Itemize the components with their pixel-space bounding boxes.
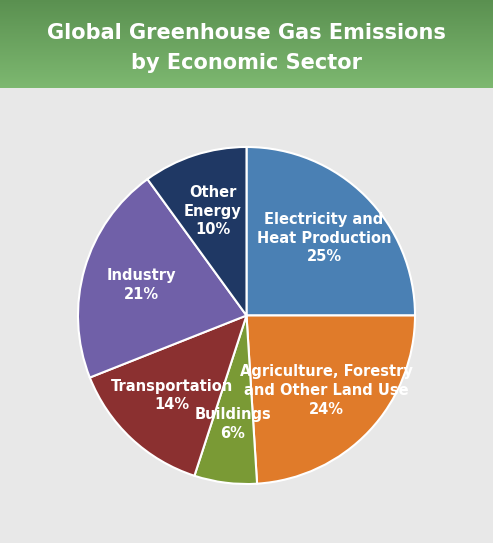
Text: Global Greenhouse Gas Emissions: Global Greenhouse Gas Emissions: [47, 23, 446, 43]
Bar: [0, 74, 493, 75]
Bar: [0, 72, 493, 73]
Bar: [0, 43, 493, 44]
Bar: [0, 83, 493, 84]
Bar: [0, 61, 493, 62]
Bar: [0, 65, 493, 66]
Bar: [0, 67, 493, 68]
Bar: [0, 60, 493, 61]
Bar: [0, 34, 493, 35]
Bar: [0, 2, 493, 3]
Bar: [0, 20, 493, 21]
Text: Buildings
6%: Buildings 6%: [194, 407, 271, 441]
Bar: [0, 55, 493, 56]
Bar: [0, 22, 493, 23]
Text: Agriculture, Forestry
and Other Land Use
24%: Agriculture, Forestry and Other Land Use…: [240, 364, 413, 416]
Bar: [0, 52, 493, 53]
Bar: [0, 44, 493, 45]
Bar: [0, 46, 493, 47]
Bar: [0, 28, 493, 29]
Bar: [0, 51, 493, 52]
Bar: [0, 24, 493, 26]
Wedge shape: [147, 147, 246, 315]
Bar: [0, 27, 493, 28]
Bar: [0, 1, 493, 2]
Bar: [0, 58, 493, 59]
Bar: [0, 47, 493, 48]
Bar: [0, 29, 493, 30]
Bar: [0, 0, 493, 1]
Text: Electricity and
Heat Production
25%: Electricity and Heat Production 25%: [257, 212, 391, 264]
Bar: [0, 56, 493, 57]
Bar: [0, 75, 493, 77]
Wedge shape: [90, 315, 246, 476]
Bar: [0, 41, 493, 42]
Bar: [0, 82, 493, 83]
Bar: [0, 9, 493, 10]
Bar: [0, 16, 493, 17]
Bar: [0, 4, 493, 5]
Bar: [0, 68, 493, 70]
Bar: [0, 11, 493, 12]
Bar: [0, 8, 493, 9]
Bar: [0, 50, 493, 51]
Bar: [0, 36, 493, 37]
Bar: [0, 6, 493, 7]
Bar: [0, 49, 493, 50]
Bar: [0, 10, 493, 11]
Bar: [0, 40, 493, 41]
Text: Other
Energy
10%: Other Energy 10%: [184, 185, 242, 237]
Bar: [0, 45, 493, 46]
Bar: [0, 13, 493, 14]
Bar: [0, 33, 493, 34]
Bar: [0, 14, 493, 15]
Bar: [0, 54, 493, 55]
Bar: [0, 86, 493, 87]
Bar: [0, 59, 493, 60]
Bar: [0, 71, 493, 72]
Bar: [0, 39, 493, 40]
Bar: [0, 17, 493, 18]
Bar: [0, 81, 493, 82]
Bar: [0, 15, 493, 16]
Bar: [0, 23, 493, 24]
Bar: [0, 85, 493, 86]
Bar: [0, 31, 493, 33]
Bar: [0, 70, 493, 71]
Bar: [0, 77, 493, 78]
Bar: [0, 87, 493, 88]
Bar: [0, 18, 493, 20]
Bar: [0, 35, 493, 36]
Wedge shape: [246, 315, 415, 484]
Text: by Economic Sector: by Economic Sector: [131, 53, 362, 73]
Wedge shape: [246, 147, 415, 315]
Bar: [0, 5, 493, 6]
Bar: [0, 79, 493, 80]
Bar: [0, 84, 493, 85]
Bar: [0, 3, 493, 4]
Bar: [0, 73, 493, 74]
Bar: [0, 12, 493, 13]
Bar: [0, 21, 493, 22]
Wedge shape: [78, 179, 246, 377]
Bar: [0, 38, 493, 39]
Bar: [0, 53, 493, 54]
Bar: [0, 80, 493, 81]
Wedge shape: [194, 315, 257, 484]
Bar: [0, 66, 493, 67]
Bar: [0, 57, 493, 58]
Bar: [0, 37, 493, 38]
Bar: [0, 48, 493, 49]
Bar: [0, 78, 493, 79]
Bar: [0, 42, 493, 43]
Bar: [0, 7, 493, 8]
Bar: [0, 30, 493, 31]
Text: Transportation
14%: Transportation 14%: [110, 378, 233, 412]
Bar: [0, 64, 493, 65]
Text: Industry
21%: Industry 21%: [106, 268, 176, 302]
Bar: [0, 26, 493, 27]
Bar: [0, 62, 493, 64]
